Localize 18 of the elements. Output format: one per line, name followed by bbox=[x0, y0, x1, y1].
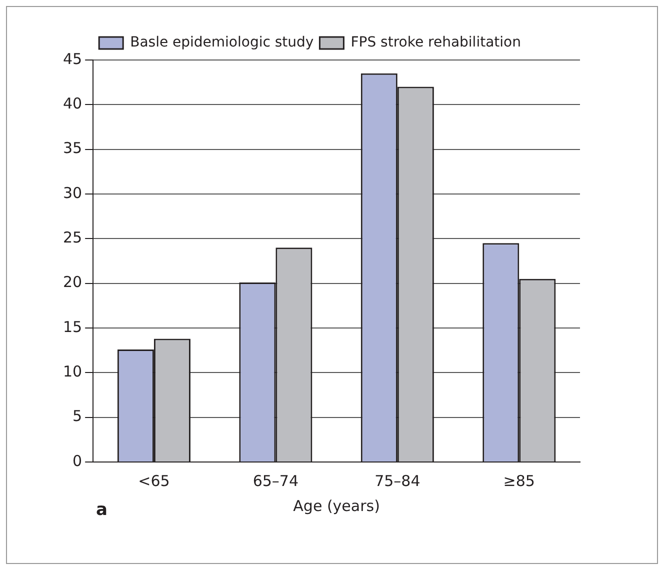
y-tick-label: 10 bbox=[62, 362, 82, 381]
y-tick-label: 40 bbox=[62, 94, 82, 113]
legend-label: Basle epidemiologic study bbox=[130, 34, 314, 51]
x-tick-label: ≥85 bbox=[503, 472, 535, 490]
y-tick-label: 15 bbox=[62, 318, 82, 336]
y-tick-label: 45 bbox=[62, 50, 82, 68]
x-tick-label: <65 bbox=[138, 472, 170, 490]
y-tick-label: 30 bbox=[62, 184, 82, 202]
y-tick-label: 25 bbox=[62, 228, 82, 247]
y-tick-label: 35 bbox=[62, 139, 82, 158]
y-tick-label: 0 bbox=[72, 452, 82, 470]
x-tick-label: 75–84 bbox=[374, 472, 420, 490]
y-tick-label: 5 bbox=[72, 407, 82, 426]
legend-label: FPS stroke rehabilitation bbox=[350, 34, 521, 51]
x-axis-title: Age (years) bbox=[293, 496, 380, 515]
y-tick-label: 20 bbox=[62, 273, 82, 292]
text: a bbox=[96, 500, 108, 520]
x-tick-label: 65–74 bbox=[252, 472, 299, 490]
